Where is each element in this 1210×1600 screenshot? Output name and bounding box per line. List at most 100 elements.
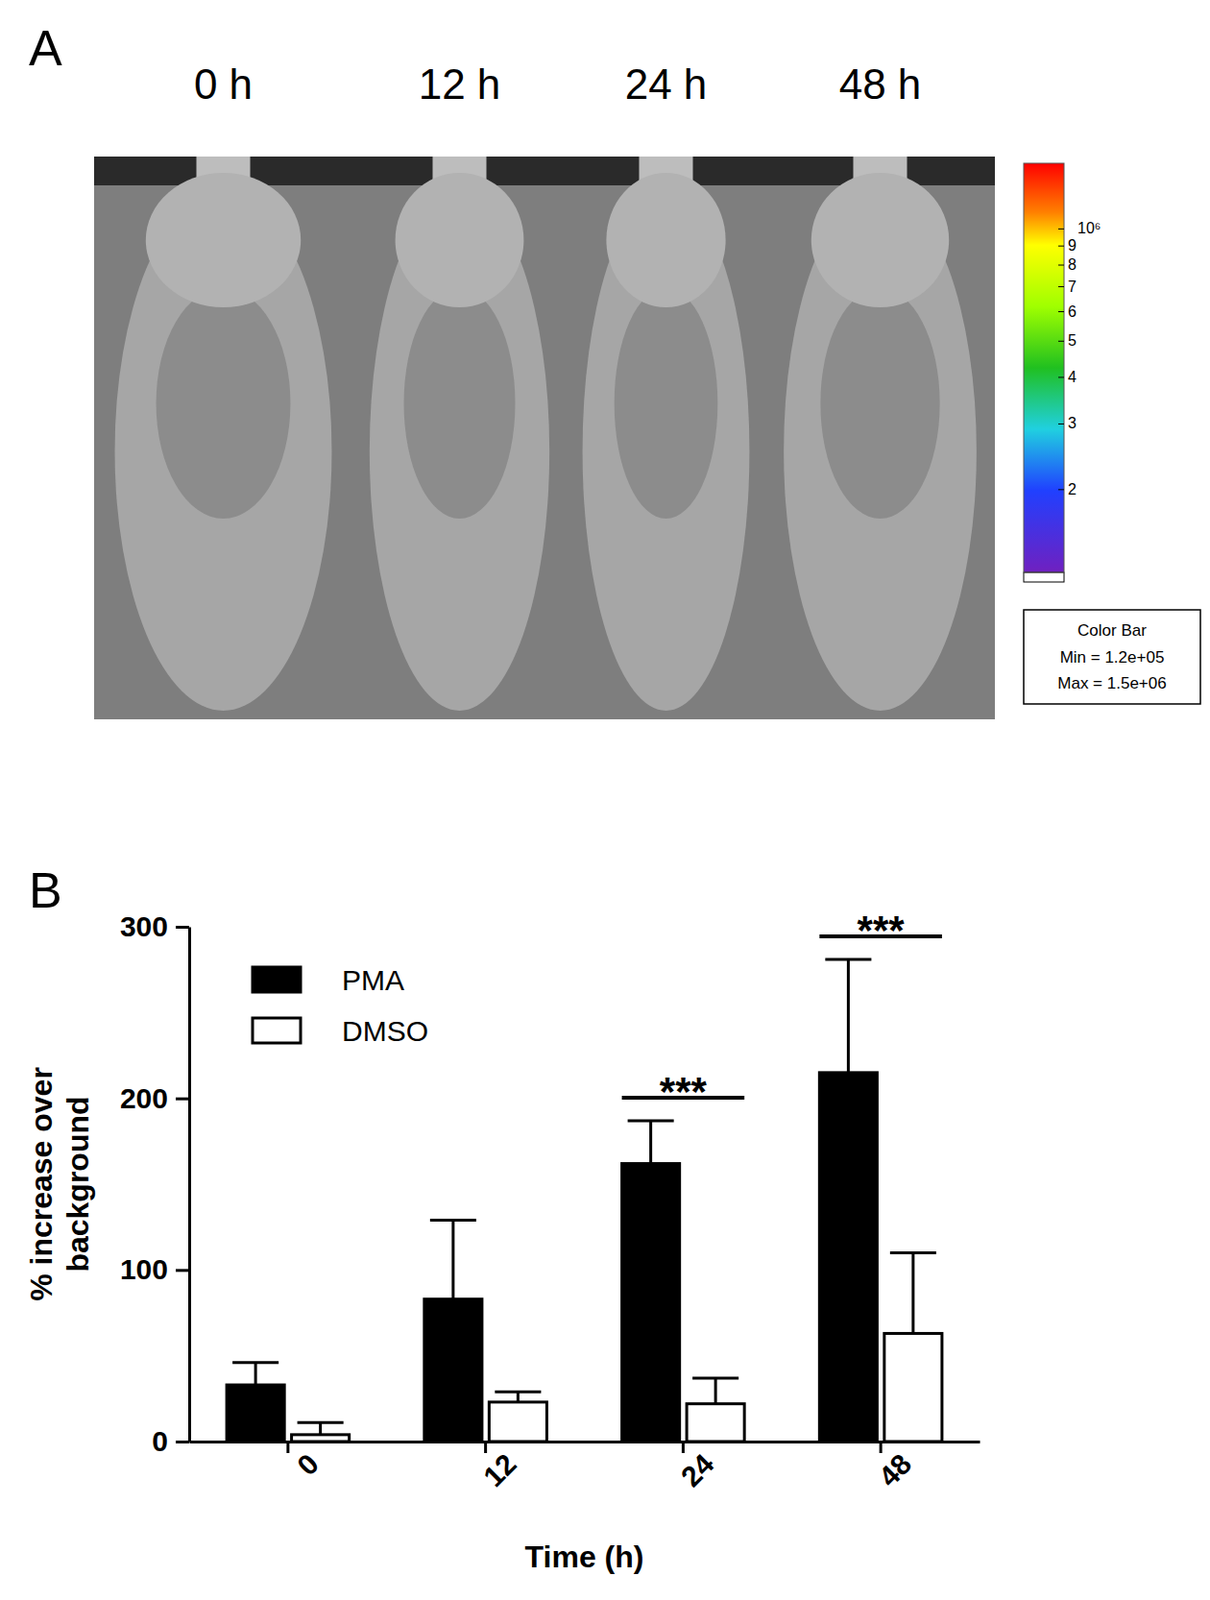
mouse-head [811, 172, 949, 308]
colorbar-gradient [1023, 163, 1065, 573]
y-tick: 200 [120, 1082, 190, 1114]
y-tick-label: 300 [120, 910, 169, 943]
colorbar-tick [1058, 245, 1065, 247]
image-frame [765, 156, 995, 720]
mouse-abdomen [820, 288, 940, 519]
colorbar-tick [1058, 376, 1065, 378]
time-label: 48 h [839, 60, 922, 108]
colorbar-info-text: Min = 1.2e+05 [1060, 648, 1165, 667]
mouse-abdomen [614, 288, 719, 519]
bar [226, 1384, 285, 1442]
image-frame [352, 156, 567, 720]
x-tick: 24 [675, 1441, 721, 1493]
mouse-abdomen [156, 288, 291, 519]
x-tick: 0 [288, 1441, 325, 1481]
x-tick-label: 24 [675, 1447, 721, 1493]
x-tick-mark [681, 1441, 685, 1453]
y-tick: 300 [120, 910, 190, 943]
colorbar-tick [1058, 340, 1065, 342]
y-axis-title-line: background [60, 1095, 96, 1272]
x-tick-mark [484, 1441, 487, 1453]
image-background [566, 156, 766, 720]
mouse-head [395, 172, 525, 308]
y-tick-label: 200 [120, 1082, 169, 1114]
bar [819, 1072, 877, 1442]
colorbar-tick [1058, 265, 1065, 267]
error-bar [232, 1362, 279, 1385]
colorbar-frame [1023, 163, 1065, 573]
colorbar-tick-label: 8 [1067, 256, 1077, 273]
bar [686, 1403, 745, 1442]
colorbar-tick-label: 5 [1067, 332, 1077, 349]
error-bar [890, 1252, 937, 1333]
error-bar [494, 1391, 541, 1403]
legend-swatch [252, 967, 301, 993]
error-bar [692, 1378, 739, 1404]
y-tick-label: 100 [120, 1253, 169, 1285]
y-axis-line [188, 927, 192, 1443]
annotation: *** [659, 1068, 708, 1114]
image-background [352, 156, 567, 720]
mouse-head [145, 172, 301, 308]
colorbar-tick-label: 7 [1067, 278, 1077, 295]
y-tick: 100 [120, 1253, 190, 1285]
y-tick-mark [175, 1097, 190, 1101]
image-frame [94, 156, 353, 720]
x-axis-title: Time (h) [525, 1539, 645, 1574]
colorbar-tick [1058, 488, 1065, 490]
panel-label: B [28, 862, 63, 919]
image-background [94, 156, 353, 720]
bar [622, 1163, 680, 1442]
time-label: 0 h [193, 60, 253, 108]
colorbar-tick [1058, 311, 1065, 313]
panel-label: A [28, 20, 63, 76]
x-tick-mark [879, 1441, 883, 1453]
x-axis: 0 12 24 48 [190, 1441, 981, 1493]
panel-b: B 0 100 200 300 0 12 24 48 Time (h) % increase ove… [24, 862, 981, 1574]
colorbar-tick-label: 2 [1067, 481, 1077, 498]
figure: A0 h12 h24 h48 h10⁶98765432Color BarMin … [0, 0, 1210, 1600]
colorbar-info-text: Color Bar [1077, 621, 1147, 640]
legend-swatch [252, 1017, 301, 1043]
time-label: 24 h [625, 60, 708, 108]
x-tick-label: 12 [477, 1447, 523, 1493]
bar [488, 1402, 547, 1442]
colorbar-tick [1058, 286, 1065, 288]
image-background [765, 156, 995, 720]
mouse-head [605, 172, 726, 308]
y-axis-title-line: % increase over [24, 1066, 59, 1302]
colorbar-tick-label: 3 [1067, 414, 1077, 432]
y-tick: 0 [151, 1425, 190, 1457]
x-tick: 48 [871, 1441, 918, 1493]
error-bar [297, 1422, 344, 1435]
error-bar [824, 959, 872, 1073]
colorbar-info-text: Max = 1.5e+06 [1057, 674, 1166, 693]
bar [884, 1332, 943, 1442]
y-axis: 0 100 200 300 [120, 910, 191, 1457]
x-tick-mark [286, 1441, 290, 1453]
colorbar-floor [1023, 572, 1065, 582]
x-tick-label: 48 [871, 1447, 918, 1493]
legend-label: DMSO [341, 1015, 429, 1047]
bar [291, 1434, 350, 1442]
x-axis-line [190, 1440, 981, 1444]
y-axis-title: % increase overbackground [24, 1066, 96, 1302]
y-tick-label: 0 [151, 1425, 169, 1457]
colorbar-tick [1058, 423, 1065, 425]
colorbar-tick-label: 6 [1067, 303, 1077, 320]
error-bar [430, 1220, 477, 1300]
y-tick-mark [175, 1268, 190, 1272]
y-tick-mark [175, 1440, 190, 1444]
time-label: 12 h [418, 60, 502, 108]
x-tick-label: 0 [290, 1447, 325, 1481]
colorbar-info-box [1023, 609, 1201, 704]
y-tick-mark [175, 925, 190, 929]
mouse-abdomen [404, 288, 516, 519]
legend-label: PMA [341, 964, 405, 996]
colorbar-tick-label: 10⁶ [1077, 219, 1101, 237]
error-bar [628, 1120, 675, 1164]
panel-a: A0 h12 h24 h48 h10⁶98765432Color BarMin … [28, 20, 1201, 720]
colorbar-tick-label: 4 [1067, 368, 1077, 386]
bar [424, 1299, 483, 1442]
colorbar-tick [1058, 228, 1065, 230]
